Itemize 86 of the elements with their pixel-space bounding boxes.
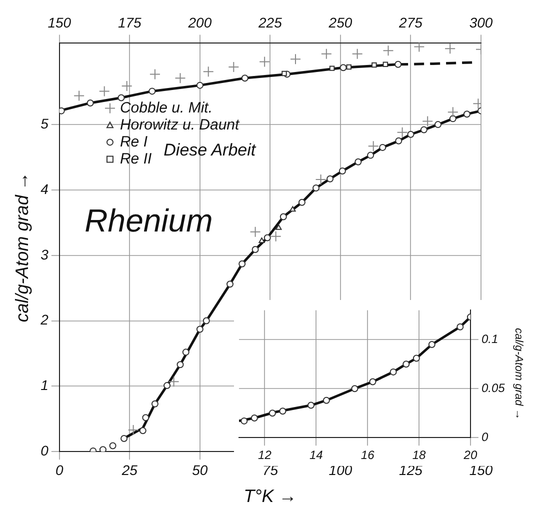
x-tick-label: 50 — [192, 462, 208, 478]
x-tick-label: 25 — [120, 462, 138, 478]
point — [268, 410, 276, 417]
x-tick-label: 12 — [258, 448, 272, 462]
x2-tick-label: 200 — [187, 14, 212, 30]
point — [326, 175, 334, 182]
y2-tick-label: 0 — [481, 430, 488, 444]
point — [312, 184, 320, 192]
legend-label: Re I — [120, 133, 148, 150]
point — [351, 385, 358, 392]
point — [367, 152, 374, 159]
point — [390, 368, 397, 376]
y2-axis-title: cal/g-Atom grad → — [512, 328, 524, 420]
point — [139, 427, 146, 434]
point — [315, 174, 326, 186]
point — [379, 144, 386, 151]
point — [99, 446, 106, 452]
y-tick-label: 3 — [40, 246, 49, 262]
x-tick-label: 18 — [412, 448, 426, 462]
point — [463, 110, 470, 118]
point — [164, 382, 171, 390]
x-tick-label: 0 — [55, 462, 64, 478]
y-tick-label: 5 — [40, 115, 49, 132]
point — [240, 417, 248, 424]
point — [434, 121, 442, 128]
point — [168, 376, 180, 388]
point — [270, 230, 282, 242]
point — [338, 168, 346, 174]
x2-tick-label: 225 — [258, 14, 282, 30]
legend-label: Horowitz u. Daunt — [120, 116, 240, 134]
point — [407, 130, 414, 138]
point — [276, 224, 282, 230]
point — [202, 317, 210, 324]
y-axis-title: cal/g-Atom grad → — [12, 172, 32, 322]
point — [447, 106, 458, 118]
point — [395, 137, 402, 144]
point — [422, 116, 434, 127]
point — [420, 126, 428, 134]
point — [290, 206, 296, 212]
y-tick-label: 4 — [40, 180, 49, 197]
x-tick-label: 14 — [309, 448, 324, 462]
point — [250, 414, 258, 422]
point — [151, 400, 158, 408]
point — [368, 140, 379, 152]
point — [252, 246, 259, 253]
point — [238, 260, 246, 268]
annotation: Diese Arbeit — [164, 140, 257, 160]
point — [298, 198, 306, 206]
point — [128, 424, 139, 436]
point — [226, 280, 234, 288]
y-tick-label: 2 — [40, 312, 49, 328]
y2-tick-label: 0.05 — [481, 380, 506, 395]
point — [354, 158, 362, 166]
point — [182, 348, 190, 356]
point — [449, 115, 456, 122]
point — [264, 234, 271, 242]
point — [142, 414, 150, 422]
point — [120, 435, 128, 442]
point — [428, 341, 436, 348]
point — [280, 213, 287, 220]
legend-label: Re II — [120, 150, 152, 168]
point — [109, 442, 116, 450]
point — [176, 361, 184, 368]
x-tick-label: 16 — [360, 448, 375, 462]
x2-tick-label: 175 — [118, 14, 142, 30]
y2-tick-label: 0.1 — [481, 332, 498, 346]
point — [308, 402, 315, 409]
x-axis-title: T°K → — [244, 486, 297, 506]
y-tick-label: 1 — [40, 377, 48, 394]
point — [322, 396, 330, 404]
point — [396, 126, 408, 138]
x2-tick-label: 250 — [328, 14, 352, 30]
point — [250, 226, 261, 238]
point — [456, 323, 464, 330]
point — [412, 354, 420, 362]
point — [196, 326, 204, 333]
point — [258, 237, 265, 243]
x2-tick-label: 300 — [469, 14, 493, 30]
legend-label: Cobble u. Mit. — [120, 99, 213, 116]
x-tick-label: 20 — [462, 448, 478, 462]
text: Rhenium — [84, 202, 213, 239]
point — [402, 360, 410, 368]
point — [279, 408, 286, 415]
x2-tick-label: 275 — [398, 14, 423, 30]
point — [369, 378, 376, 386]
x2-tick-label: 150 — [48, 14, 72, 30]
